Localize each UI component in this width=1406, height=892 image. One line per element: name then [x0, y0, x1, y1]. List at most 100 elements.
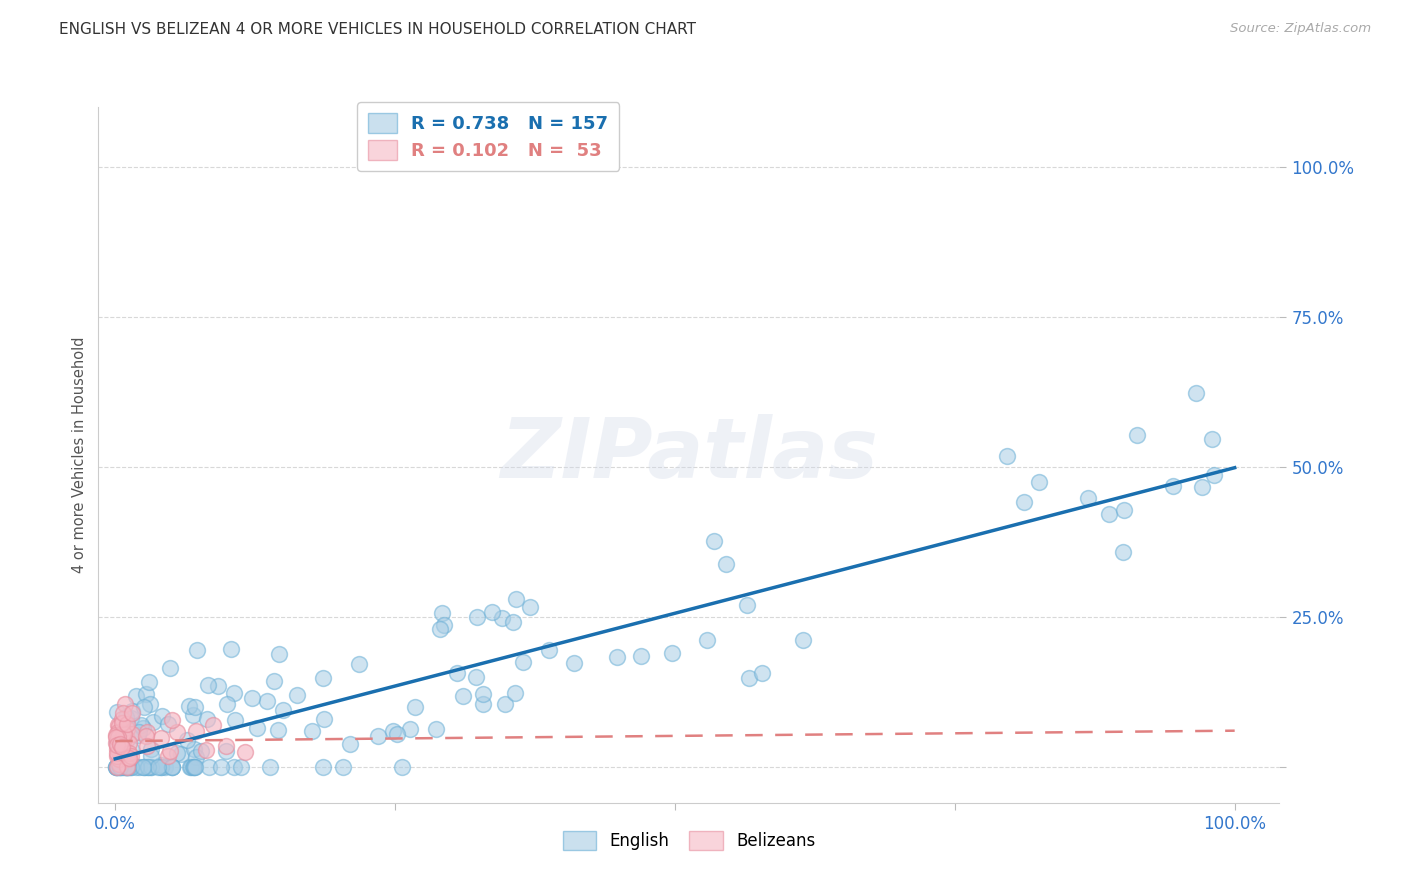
- Point: [136, 739, 159, 753]
- Point: [112, 731, 135, 745]
- Point: [141, 714, 163, 729]
- Point: [714, 558, 737, 572]
- Point: [153, 760, 176, 774]
- Point: [108, 737, 131, 751]
- Point: [105, 736, 128, 750]
- Point: [105, 739, 128, 753]
- Point: [108, 727, 131, 741]
- Point: [141, 742, 163, 756]
- Point: [503, 686, 526, 700]
- Point: [198, 760, 221, 774]
- Point: [108, 750, 131, 764]
- Point: [183, 708, 205, 723]
- Point: [128, 760, 150, 774]
- Point: [266, 723, 288, 737]
- Point: [195, 743, 218, 757]
- Point: [127, 728, 149, 742]
- Point: [111, 735, 134, 749]
- Point: [1161, 479, 1184, 493]
- Point: [201, 718, 224, 732]
- Point: [1076, 491, 1098, 505]
- Point: [107, 756, 129, 771]
- Point: [105, 742, 128, 756]
- Point: [751, 665, 773, 680]
- Point: [108, 760, 131, 774]
- Point: [606, 650, 628, 665]
- Point: [128, 725, 150, 739]
- Point: [105, 705, 128, 719]
- Point: [120, 760, 142, 774]
- Point: [117, 760, 139, 774]
- Point: [505, 591, 527, 606]
- Point: [139, 698, 162, 712]
- Point: [150, 708, 173, 723]
- Point: [512, 655, 534, 669]
- Point: [157, 749, 180, 764]
- Point: [256, 694, 278, 708]
- Point: [432, 606, 454, 620]
- Point: [149, 731, 172, 746]
- Point: [285, 688, 308, 702]
- Point: [502, 615, 524, 630]
- Point: [105, 760, 128, 774]
- Point: [105, 730, 128, 744]
- Point: [183, 741, 205, 756]
- Point: [995, 449, 1018, 463]
- Point: [115, 760, 138, 774]
- Point: [491, 610, 513, 624]
- Point: [104, 760, 127, 774]
- Point: [332, 760, 354, 774]
- Point: [481, 605, 503, 619]
- Point: [471, 697, 494, 711]
- Point: [138, 675, 160, 690]
- Point: [170, 747, 193, 761]
- Point: [301, 723, 323, 738]
- Point: [121, 706, 143, 720]
- Point: [107, 718, 129, 732]
- Point: [703, 534, 725, 549]
- Point: [105, 760, 128, 774]
- Point: [108, 752, 131, 766]
- Point: [538, 643, 561, 657]
- Point: [114, 698, 136, 712]
- Text: ENGLISH VS BELIZEAN 4 OR MORE VEHICLES IN HOUSEHOLD CORRELATION CHART: ENGLISH VS BELIZEAN 4 OR MORE VEHICLES I…: [59, 22, 696, 37]
- Point: [149, 760, 172, 774]
- Point: [180, 760, 202, 774]
- Point: [1201, 432, 1223, 446]
- Point: [110, 739, 132, 753]
- Point: [108, 744, 131, 758]
- Point: [125, 689, 148, 703]
- Point: [1126, 428, 1149, 442]
- Point: [135, 729, 157, 743]
- Point: [136, 760, 159, 774]
- Point: [222, 760, 245, 774]
- Point: [114, 760, 136, 774]
- Point: [115, 760, 138, 774]
- Point: [120, 711, 142, 725]
- Point: [696, 632, 718, 647]
- Point: [120, 749, 142, 764]
- Point: [107, 748, 129, 763]
- Point: [159, 661, 181, 675]
- Point: [314, 712, 336, 726]
- Point: [105, 728, 128, 742]
- Point: [117, 760, 139, 774]
- Point: [465, 609, 488, 624]
- Point: [184, 750, 207, 764]
- Point: [114, 746, 136, 760]
- Point: [166, 725, 188, 739]
- Point: [181, 760, 204, 774]
- Point: [111, 739, 134, 754]
- Point: [157, 716, 180, 731]
- Point: [115, 760, 138, 774]
- Legend: English, Belizeans: English, Belizeans: [555, 824, 823, 857]
- Point: [139, 760, 162, 774]
- Point: [222, 686, 245, 700]
- Point: [129, 718, 152, 732]
- Point: [121, 727, 143, 741]
- Point: [562, 657, 585, 671]
- Point: [429, 622, 451, 636]
- Point: [446, 665, 468, 680]
- Point: [105, 735, 128, 749]
- Point: [465, 670, 488, 684]
